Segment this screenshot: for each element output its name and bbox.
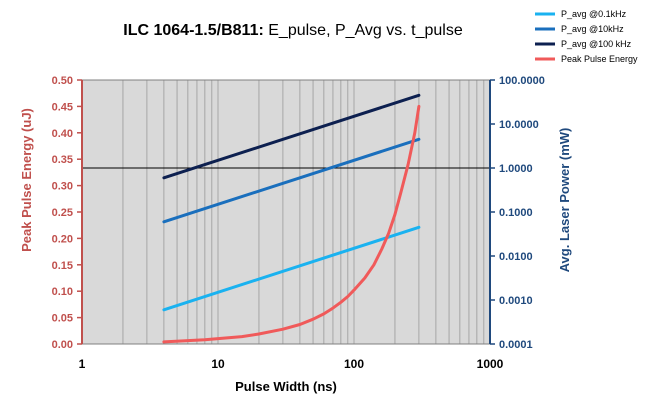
left-tick-label: 0.35 [52,154,73,166]
left-tick-label: 0.50 [52,75,73,87]
series-layer [162,93,421,344]
chart-title: ILC 1064-1.5/B811: E_pulse, P_Avg vs. t_… [123,22,463,39]
legend: P_avg @0.1kHz P_avg @10kHz P_avg @100 kHz P… [535,9,638,64]
right-tick-label: 0.0010 [499,295,533,307]
right-tick-label: 0.1000 [499,207,533,219]
left-tick-label: 0.20 [52,233,73,245]
right-tick-label: 0.0100 [499,251,533,263]
x-tick-label: 1000 [477,357,504,371]
x-tick-label: 100 [344,357,364,371]
legend-label: P_avg @10kHz [561,24,624,34]
left-tick-label: 0.30 [52,181,73,193]
left-tick-label: 0.00 [52,339,73,351]
left-tick-label: 0.25 [52,207,73,219]
series-line [162,93,421,180]
plot-area [82,80,490,344]
left-tick-label: 0.15 [52,260,73,272]
legend-label: P_avg @100 kHz [561,39,632,49]
left-axis-label: Peak Pulse Energy (uJ) [19,108,34,252]
right-tick-label: 10.0000 [499,119,539,131]
right-tick-label: 1.0000 [499,163,533,175]
series-line [162,104,421,344]
right-axis-label: Avg. Laser Power (mW) [557,128,572,273]
chart-title-bold: ILC 1064-1.5/B811: [123,22,264,39]
left-tick-label: 0.10 [52,286,73,298]
legend-label: Peak Pulse Energy [561,54,638,64]
chart-title-rest: E_pulse, P_Avg vs. t_pulse [264,22,463,39]
x-axis-ticks: 1 10 100 1000 [79,357,504,371]
x-axis-label: Pulse Width (ns) [235,379,337,394]
x-gridlines [122,80,485,344]
series-line [162,137,421,224]
x-tick-label: 10 [211,357,225,371]
x-tick-label: 1 [79,357,86,371]
left-axis-ticks: 0.00 0.05 0.10 0.15 0.20 0.25 0.30 0.35 0.40 0.45… [52,75,82,351]
series-line [162,225,421,312]
legend-label: P_avg @0.1kHz [561,9,627,19]
right-tick-label: 100.0000 [499,75,545,87]
right-tick-label: 0.0001 [499,339,533,351]
right-axis-ticks: 0.0001 0.0010 0.0100 0.1000 1.0000 10.0000 100… [490,75,545,351]
left-tick-label: 0.05 [52,313,73,325]
left-tick-label: 0.45 [52,101,73,113]
left-tick-label: 0.40 [52,128,73,140]
